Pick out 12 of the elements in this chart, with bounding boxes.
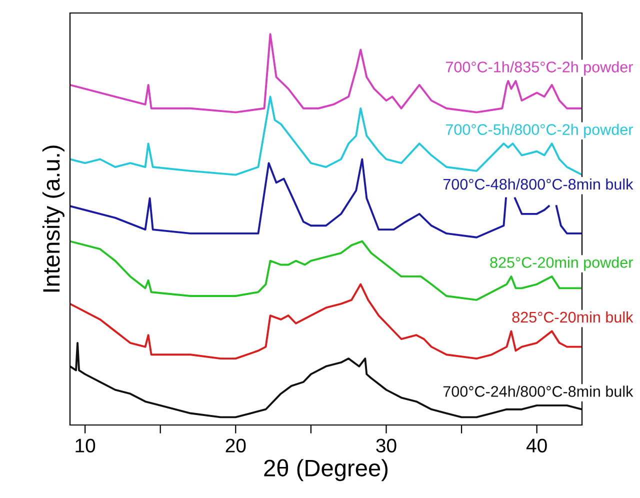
series-label: 700°C-5h/800°C-2h powder — [446, 124, 633, 138]
x-axis-title: 2θ (Degree) — [264, 459, 388, 482]
series-label: 700°C-24h/800°C-8min bulk — [443, 386, 634, 397]
x-tick-label: 40 — [526, 438, 547, 452]
series-label: 700°C-48h/800°C-8min bulk — [443, 178, 634, 190]
y-axis-title: Intensity (a.u.) — [42, 146, 64, 292]
series-label: 700°C-1h/835°C-2h powder — [446, 61, 633, 76]
x-tick-label: 10 — [76, 438, 96, 452]
series-label: 825°C-20min powder — [490, 256, 633, 271]
x-tick-label: 30 — [376, 438, 396, 452]
series-label: 825°C-20min bulk — [512, 311, 634, 323]
x-tick-label: 20 — [226, 438, 246, 452]
